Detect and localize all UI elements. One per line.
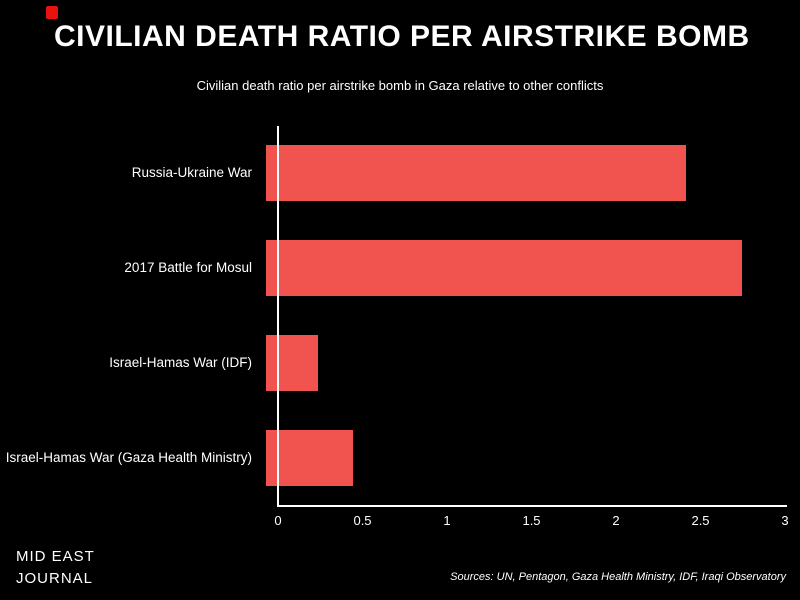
bar-area	[266, 410, 785, 505]
bar-category-label: Israel-Hamas War (Gaza Health Ministry)	[5, 449, 252, 465]
chart-row: Israel-Hamas War (Gaza Health Ministry)	[0, 410, 785, 505]
footer-brand-line2: JOURNAL	[16, 569, 94, 587]
footer-brand-line1: MID EAST	[16, 548, 95, 565]
x-tick-label: 1.5	[522, 513, 541, 528]
chart-row: 2017 Battle for Mosul	[0, 221, 785, 316]
chart-row: Israel-Hamas War (IDF)	[0, 316, 785, 411]
sources-note: Sources: UN, Pentagon, Gaza Health Minis…	[450, 571, 786, 583]
bar	[266, 145, 687, 202]
chart-subtitle: Civilian death ratio per airstrike bomb …	[196, 78, 604, 93]
x-tick-label: 2.5	[691, 513, 710, 528]
bar-category-label: 2017 Battle for Mosul	[124, 260, 252, 276]
x-tick-label: 0	[274, 513, 282, 528]
x-tick-label: 0.5	[353, 513, 372, 528]
brand-mark	[46, 6, 58, 19]
x-axis-line	[277, 505, 787, 507]
bar	[266, 334, 318, 391]
bar-chart: Russia-Ukraine War 2017 Battle for Mosul I…	[0, 126, 785, 505]
bar	[266, 240, 742, 297]
y-axis-line	[277, 126, 279, 507]
page-title: CIVILIAN DEATH RATIO PER AIRSTRIKE BOMB	[54, 20, 750, 53]
bar-area	[266, 126, 785, 221]
x-tick-label: 2	[612, 513, 620, 528]
x-tick-label: 1	[443, 513, 451, 528]
x-axis-tick-labels: 0 0.5 1 1.5 2 2.5 3	[274, 513, 789, 533]
bar-area	[266, 316, 785, 411]
footer-brand: MID EAST JOURNAL	[16, 546, 95, 590]
bar	[266, 429, 353, 486]
bar-category-label: Israel-Hamas War (IDF)	[109, 354, 252, 370]
bar-area	[266, 221, 785, 316]
bar-category-label: Russia-Ukraine War	[131, 165, 252, 181]
x-tick-label: 3	[781, 513, 789, 528]
chart-row: Russia-Ukraine War	[0, 126, 785, 221]
